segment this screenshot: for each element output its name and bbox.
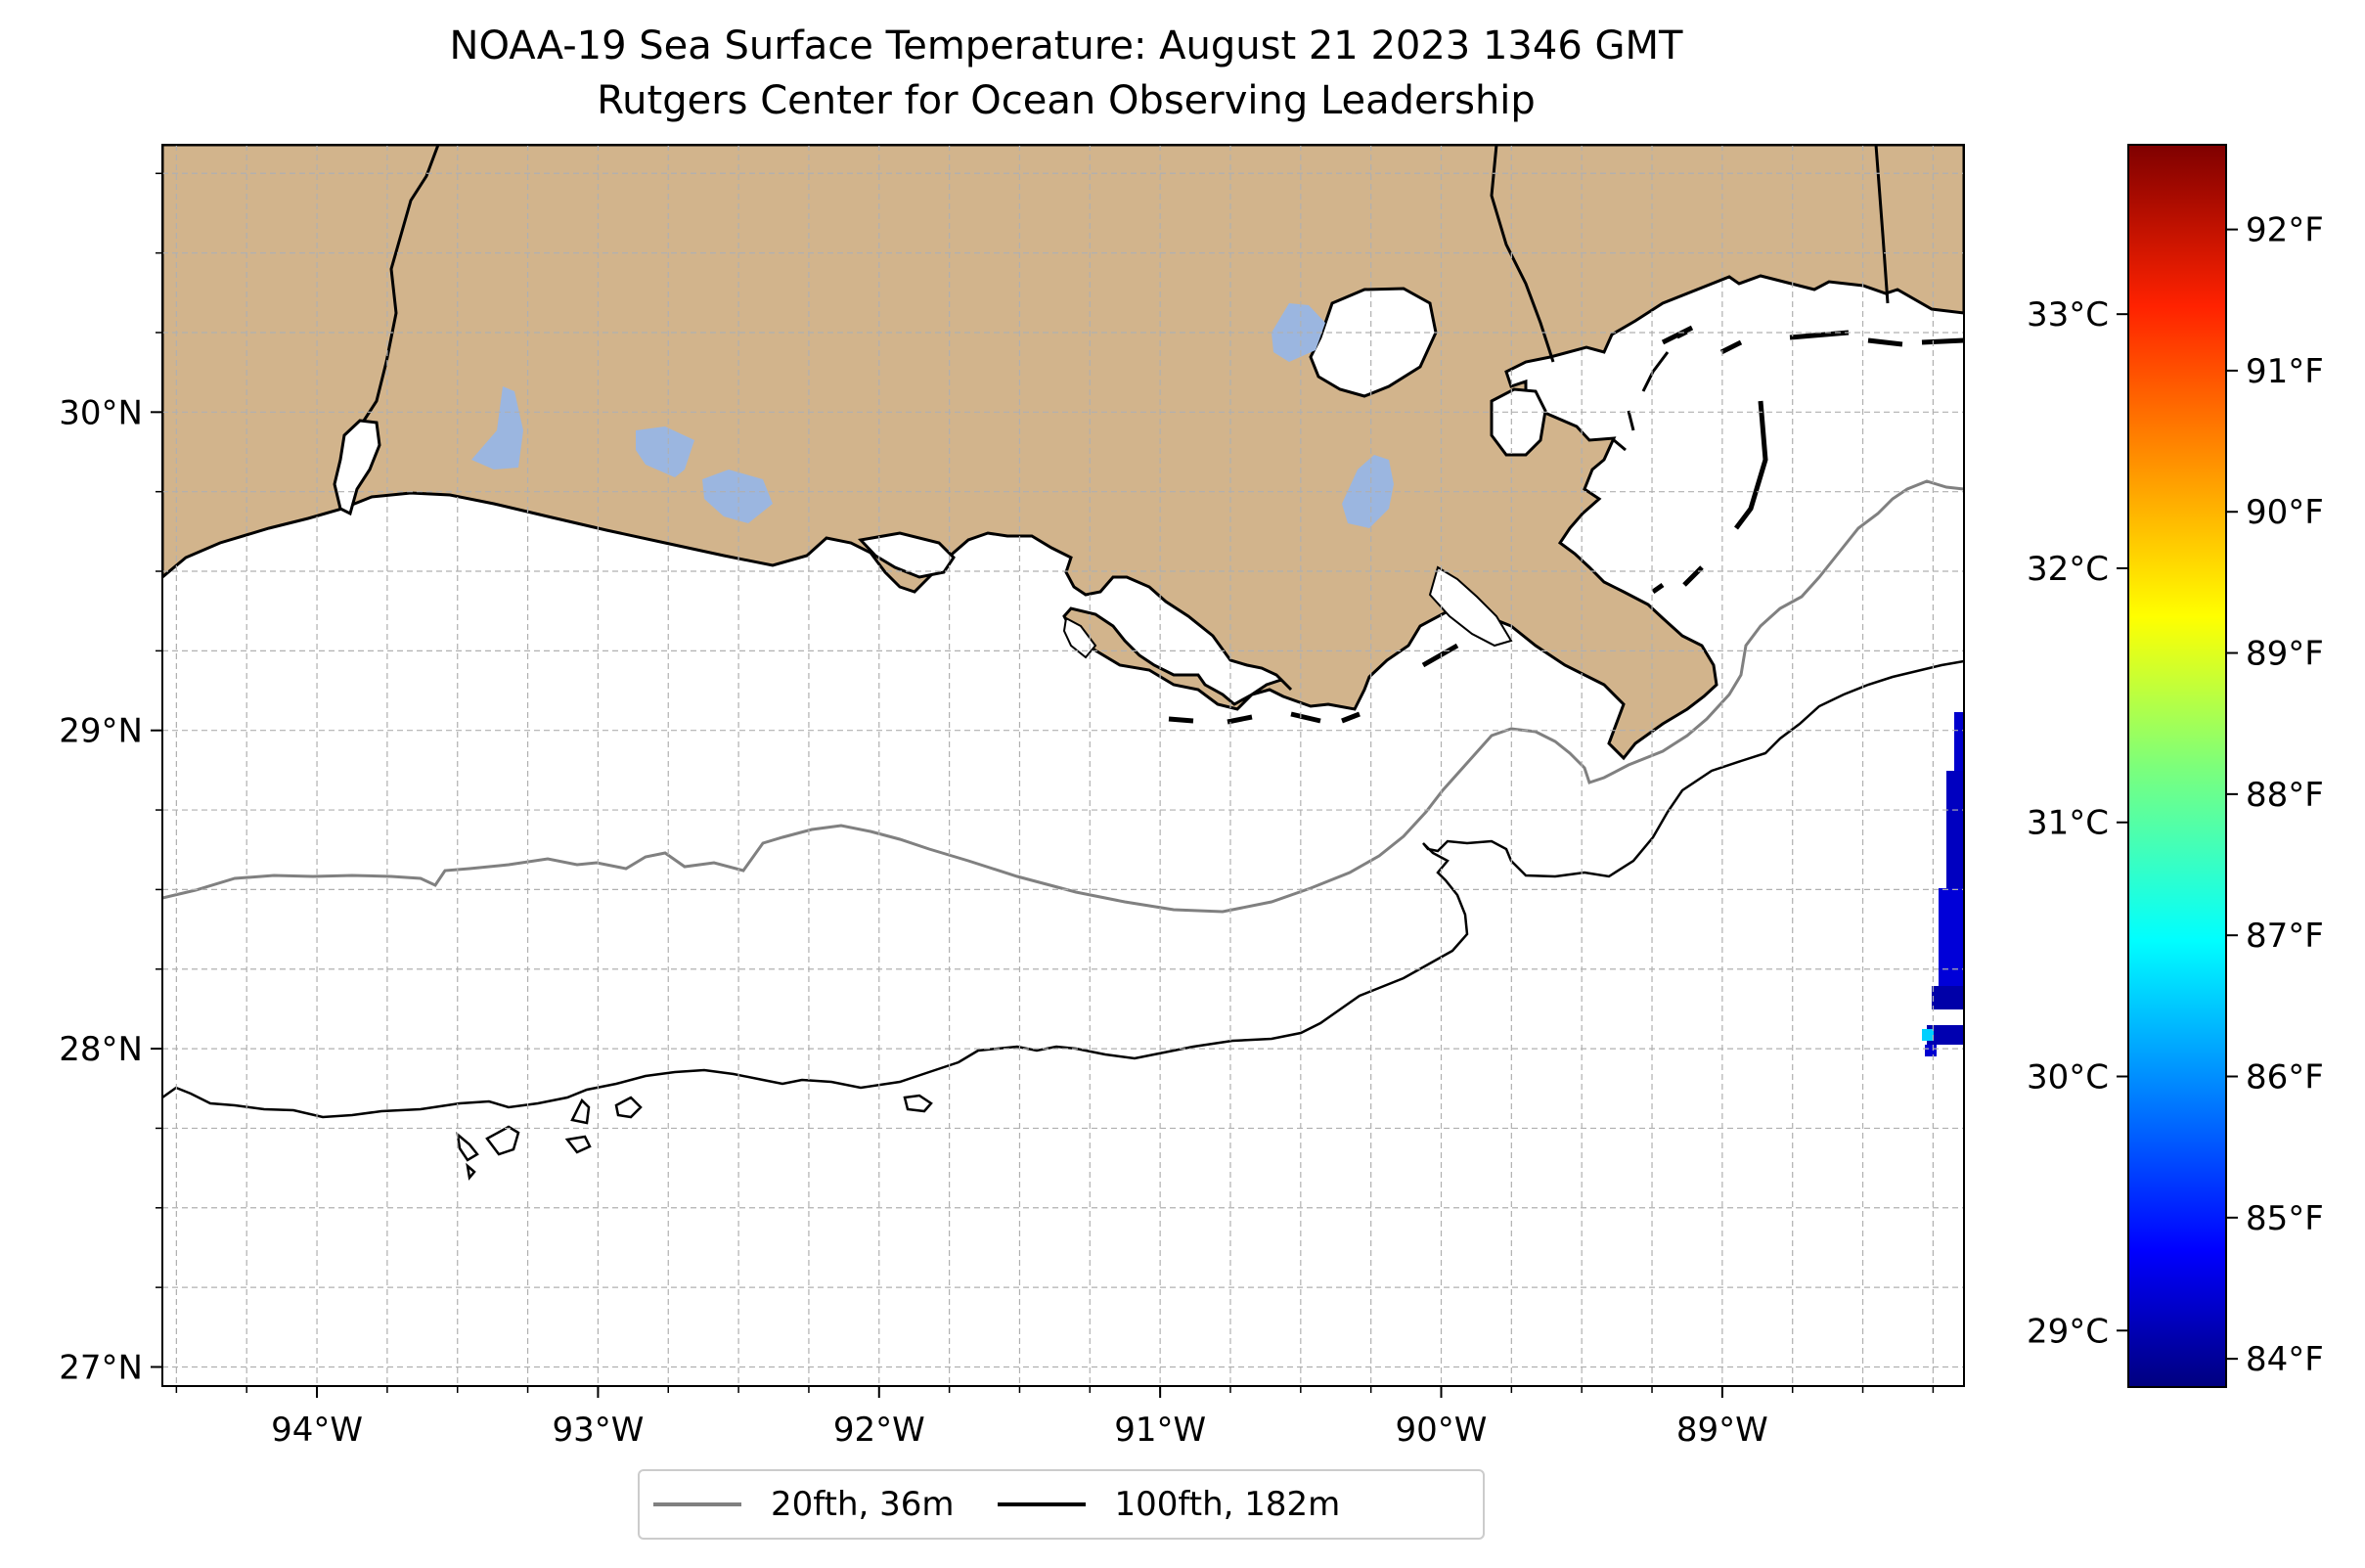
blue-lake-3: [702, 470, 773, 523]
colorbar-f-label: 84°F: [2246, 1340, 2324, 1379]
lat-tick-label: 28°N: [59, 1030, 143, 1069]
blue-lake-2: [636, 426, 694, 477]
map-plot-area: [162, 145, 1964, 1386]
lat-tick-label: 27°N: [59, 1348, 143, 1387]
chart-subtitle: Rutgers Center for Ocean Observing Leade…: [597, 78, 1536, 123]
contour-100fth: [162, 659, 1964, 1119]
offshore-banks: [456, 1094, 933, 1181]
chart-title: NOAA-19 Sea Surface Temperature: August …: [449, 23, 1683, 68]
colorbar-f-label: 86°F: [2246, 1058, 2324, 1098]
sabine-vermilion-bay: [858, 531, 956, 579]
colorbar-c-label: 29°C: [2027, 1312, 2109, 1351]
lon-tick-label: 91°W: [1114, 1411, 1206, 1450]
calcasieu-lake: [333, 419, 381, 516]
lon-tick-label: 92°W: [833, 1411, 925, 1450]
colorbar-c-label: 31°C: [2027, 804, 2109, 843]
blue-lake-1: [471, 386, 523, 470]
colorbar-f-label: 90°F: [2246, 493, 2324, 532]
colorbar-f-label: 92°F: [2246, 211, 2324, 250]
colorbar-c-label: 30°C: [2027, 1058, 2109, 1098]
colorbar-c-label: 32°C: [2027, 550, 2109, 589]
colorbar: [2127, 144, 2227, 1388]
colorbar-f-label: 89°F: [2246, 635, 2324, 674]
colorbar-ticks: 84°F 85°F 86°F 87°F 88°F 89°F 90°F 91°F 92°F 29°C…: [2027, 211, 2324, 1380]
terrebonne-bay: [1062, 616, 1097, 659]
legend-label-100fth: 100fth, 182m: [1114, 1485, 1341, 1524]
legend-item-20fth: 20fth, 36m: [653, 1485, 955, 1524]
map-frame: [161, 144, 1965, 1387]
contour-20fth: [162, 479, 1964, 914]
barataria-bay: [1428, 565, 1513, 648]
lat-tick-label: 29°N: [59, 712, 143, 751]
colorbar-f-label: 87°F: [2246, 917, 2324, 956]
contour-legend: 20fth, 36m 100fth, 182m: [638, 1469, 1485, 1540]
chandeleur-islands: [1613, 331, 1688, 452]
colorbar-f-label: 88°F: [2246, 776, 2324, 815]
barrier-islands: [1168, 325, 1964, 725]
legend-line-100fth: [997, 1502, 1086, 1506]
lake-borgne: [1490, 387, 1547, 457]
legend-item-100fth: 100fth, 182m: [997, 1485, 1341, 1524]
colorbar-c-label: 33°C: [2027, 295, 2109, 335]
legend-line-20fth: [653, 1502, 741, 1506]
map-gridlines: [162, 145, 1964, 1386]
lon-tick-label: 94°W: [271, 1411, 363, 1450]
lon-tick-label: 89°W: [1676, 1411, 1768, 1450]
sabine-river: [362, 145, 440, 422]
colorbar-f-label: 85°F: [2246, 1199, 2324, 1238]
lon-tick-label: 90°W: [1396, 1411, 1488, 1450]
lake-pontchartrain: [1309, 287, 1438, 398]
map-axis-ticks: 94°W 93°W 92°W 91°W 90°W 89°W 27°N 28°N 29°N 30°N: [59, 172, 1935, 1450]
ms-al-border: [1874, 145, 1890, 304]
colorbar-f-label: 91°F: [2246, 352, 2324, 391]
legend-label-20fth: 20fth, 36m: [771, 1485, 955, 1524]
lat-tick-label: 30°N: [59, 393, 143, 432]
pearl-river: [1490, 145, 1555, 363]
lon-tick-label: 93°W: [552, 1411, 644, 1450]
